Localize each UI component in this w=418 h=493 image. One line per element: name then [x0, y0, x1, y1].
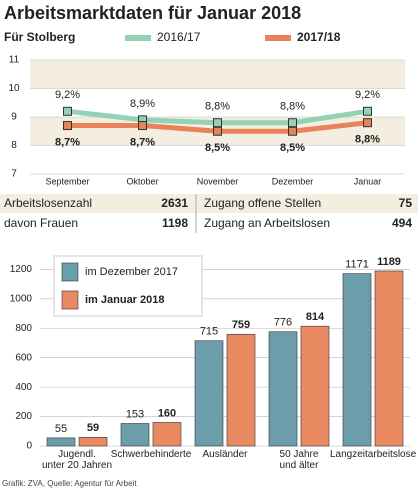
bar — [194, 340, 224, 447]
y-tick-label: 800 — [15, 323, 32, 334]
value-label: 8,5% — [280, 142, 305, 154]
value-label: 759 — [232, 319, 250, 331]
value-label: 55 — [55, 423, 67, 435]
legend-label: im Dezember 2017 — [85, 266, 178, 278]
stat-value: 494 — [392, 216, 412, 230]
marker — [138, 121, 147, 131]
value-label: 1189 — [377, 256, 401, 268]
y-tick-label: 1000 — [10, 293, 33, 304]
value-label: 160 — [158, 407, 176, 419]
bar — [78, 437, 108, 447]
x-tick-label: 50 Jahre und älter — [279, 449, 319, 471]
marker — [213, 118, 222, 128]
marker — [213, 126, 222, 136]
value-label: 8,7% — [130, 136, 155, 148]
marker — [288, 118, 297, 128]
x-tick-label: Dezember — [272, 176, 314, 186]
subtitle: Für Stolberg — [4, 30, 75, 44]
stat-label: davon Frauen — [4, 216, 78, 230]
value-label: 9,2% — [55, 89, 80, 101]
legend-swatch — [61, 290, 79, 310]
y-tick-label: 600 — [15, 352, 32, 363]
title: Arbeitsmarktdaten für Januar 2018 — [4, 3, 301, 23]
legend-label: 2016/17 — [157, 30, 201, 44]
y-tick-label: 7 — [11, 169, 17, 180]
bar — [300, 325, 330, 447]
y-tick-label: 0 — [26, 441, 32, 452]
x-tick-label: November — [197, 176, 239, 186]
bar — [374, 270, 404, 447]
y-tick-label: 8 — [11, 140, 17, 151]
value-label: 8,5% — [205, 142, 230, 154]
value-label: 153 — [126, 408, 144, 420]
stat-label: Zugang an Arbeitslosen — [204, 216, 330, 230]
marker — [63, 121, 72, 131]
value-label: 8,8% — [280, 101, 305, 113]
legend-label: 2017/18 — [297, 30, 341, 44]
value-label: 9,2% — [355, 89, 380, 101]
marker — [63, 106, 72, 116]
value-label: 8,8% — [205, 101, 230, 113]
marker — [363, 118, 372, 128]
x-tick-label: Langzeitarbeitslose — [330, 449, 417, 460]
x-tick-label: Januar — [354, 176, 382, 186]
stat-value: 2631 — [161, 196, 188, 210]
x-tick-label: Ausländer — [202, 449, 248, 460]
y-tick-label: 400 — [15, 382, 32, 393]
value-label: 776 — [274, 317, 292, 329]
value-label: 715 — [200, 326, 218, 338]
y-tick-label: 9 — [11, 112, 17, 123]
stat-label: Arbeitslosenzahl — [4, 196, 92, 210]
bar — [342, 273, 372, 447]
y-tick-label: 10 — [8, 83, 20, 94]
legend-box — [53, 255, 203, 317]
value-label: 8,9% — [130, 98, 155, 110]
stat-value: 1198 — [162, 216, 188, 230]
x-tick-label: Schwerbehinderte — [110, 449, 192, 460]
value-label: 814 — [306, 311, 325, 323]
x-tick-label: Oktober — [126, 176, 158, 186]
bar — [268, 331, 298, 447]
row-bg — [0, 194, 418, 213]
legend-swatch — [61, 262, 79, 282]
stat-value: 75 — [399, 196, 413, 210]
value-label: 59 — [87, 422, 99, 434]
bar — [226, 333, 256, 447]
marker — [363, 106, 372, 116]
x-tick-label: Jugendl. unter 20 Jahren — [41, 449, 113, 471]
y-tick-label: 1200 — [10, 264, 33, 275]
marker — [288, 126, 297, 136]
value-label: 8,8% — [355, 134, 380, 146]
legend-label: im Januar 2018 — [85, 294, 165, 306]
bar — [46, 437, 76, 447]
bar — [120, 423, 150, 447]
source: Grafik: ZVA, Quelle: Agentur für Arbeit — [2, 479, 137, 488]
stat-label: Zugang offene Stellen — [204, 196, 321, 210]
value-label: 8,7% — [55, 136, 80, 148]
y-tick-label: 200 — [15, 411, 32, 422]
band — [30, 60, 405, 89]
y-tick-label: 11 — [9, 55, 20, 66]
bar — [152, 422, 182, 447]
x-tick-label: September — [45, 176, 89, 186]
value-label: 1171 — [345, 259, 369, 271]
